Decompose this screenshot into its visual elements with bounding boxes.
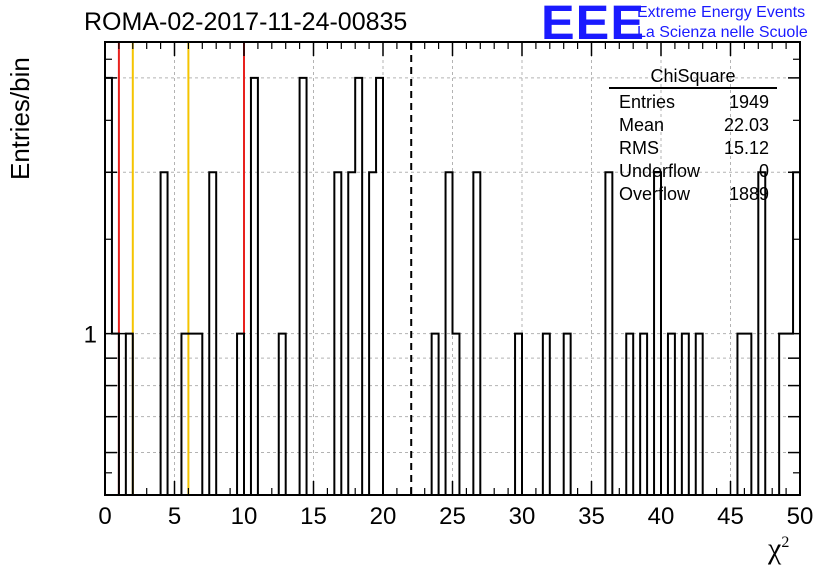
histogram-bin bbox=[640, 334, 647, 495]
y-axis-label: Entries/bin bbox=[5, 57, 35, 180]
stats-value: 0 bbox=[758, 161, 769, 181]
stats-label: Entries bbox=[619, 92, 676, 112]
stats-label: Overflow bbox=[619, 184, 691, 204]
stats-row: RMS 15.12 bbox=[609, 137, 777, 160]
stats-row: Overflow 1889 bbox=[609, 183, 777, 206]
stats-value: 15.12 bbox=[723, 138, 769, 158]
x-tick-label: 50 bbox=[787, 503, 814, 530]
histogram-bin bbox=[446, 172, 453, 495]
histogram-bin bbox=[237, 334, 244, 495]
stats-label: Underflow bbox=[619, 161, 701, 181]
histogram-bin bbox=[300, 78, 307, 495]
stats-row: Mean 22.03 bbox=[609, 114, 777, 137]
axis-ticks bbox=[104, 42, 801, 495]
histogram-bin bbox=[355, 78, 362, 495]
tick-labels: 0 5 10 15 20 25 30 35 40 45 50 1 bbox=[84, 322, 814, 530]
histogram-bin bbox=[334, 172, 341, 495]
histogram-bin bbox=[432, 334, 439, 495]
x-tick-label: 35 bbox=[578, 503, 605, 530]
histogram-bars bbox=[104, 76, 801, 495]
x-tick-label: 30 bbox=[509, 503, 536, 530]
histogram-bin bbox=[654, 172, 661, 495]
x-tick-label: 25 bbox=[439, 503, 466, 530]
x-tick-label: 40 bbox=[648, 503, 675, 530]
histogram-bin bbox=[188, 334, 195, 495]
x-tick-label: 0 bbox=[98, 503, 111, 530]
stats-row: Entries 1949 bbox=[609, 91, 777, 114]
x-tick-label: 45 bbox=[717, 503, 744, 530]
histogram-bin bbox=[515, 334, 522, 495]
grid-lines bbox=[105, 42, 800, 495]
histogram-bin bbox=[181, 334, 188, 495]
stats-box: ChiSquare Entries 1949 Mean 22.03 RMS 15.12… bbox=[609, 66, 777, 206]
stats-row: Underflow 0 bbox=[609, 160, 777, 183]
chart-title: ROMA-02-2017-11-24-00835 bbox=[84, 8, 408, 36]
logo-line-1: Extreme Energy Events bbox=[637, 4, 806, 21]
histogram-bin bbox=[682, 334, 689, 495]
histogram-bin bbox=[126, 334, 133, 495]
logo-line-2: La Scienza nelle Scuole bbox=[637, 24, 808, 41]
stats-value: 1889 bbox=[728, 184, 769, 204]
histogram-bin bbox=[369, 172, 376, 495]
histogram-bin bbox=[161, 172, 168, 495]
histogram-bin bbox=[348, 172, 355, 495]
histogram-bin bbox=[744, 334, 751, 495]
histogram-bin bbox=[105, 78, 112, 495]
x-axis-label-sup: 2 bbox=[781, 534, 790, 551]
histogram-bin bbox=[779, 334, 786, 495]
histogram-bin bbox=[605, 172, 612, 495]
x-tick-label: 15 bbox=[300, 503, 327, 530]
histogram-bin bbox=[376, 78, 383, 495]
x-tick-label: 20 bbox=[370, 503, 397, 530]
histogram-bin bbox=[279, 334, 286, 495]
x-axis-label: χ2 bbox=[768, 532, 789, 566]
histogram-bin bbox=[195, 334, 202, 495]
x-axis-label-base: χ bbox=[768, 532, 782, 565]
histogram-bin bbox=[668, 334, 675, 495]
stats-value: 22.03 bbox=[723, 115, 769, 135]
eee-logo: EEE bbox=[541, 0, 645, 50]
histogram-bin bbox=[737, 334, 744, 495]
histogram-outline bbox=[104, 76, 801, 495]
stats-title: ChiSquare bbox=[609, 66, 777, 89]
x-tick-label: 10 bbox=[231, 503, 258, 530]
histogram-bin bbox=[626, 334, 633, 495]
histogram-bin bbox=[564, 334, 571, 495]
y-tick-label: 1 bbox=[84, 322, 97, 349]
histogram-bin bbox=[453, 334, 460, 495]
histogram-bin bbox=[473, 172, 480, 495]
histogram-bin bbox=[251, 78, 258, 495]
histogram-bin bbox=[758, 172, 765, 495]
histogram-bin bbox=[543, 334, 550, 495]
stats-label: RMS bbox=[619, 138, 659, 158]
x-tick-label: 5 bbox=[168, 503, 181, 530]
stats-label: Mean bbox=[619, 115, 665, 135]
histogram-bin bbox=[209, 172, 216, 495]
stats-value: 1949 bbox=[728, 92, 769, 112]
histogram-bin bbox=[696, 334, 703, 495]
